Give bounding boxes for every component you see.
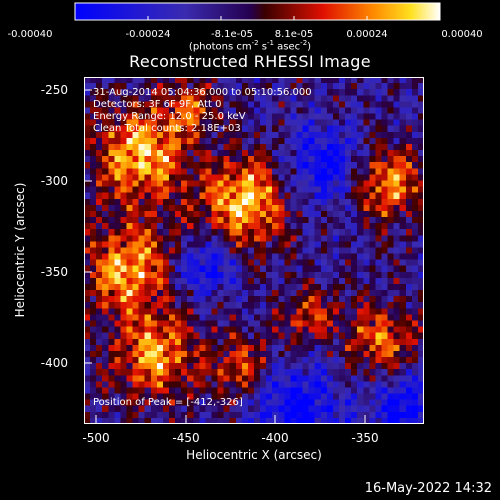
heatmap-area (84, 77, 424, 424)
y-tick-label: -350 (40, 265, 68, 279)
plot-frame (84, 77, 424, 424)
time-range-text: 31-Aug-2014 05:04:36.000 to 05:10:56.000 (93, 87, 312, 98)
plot-title: Reconstructed RHESSI Image (129, 52, 371, 71)
detectors-text: Detectors: 3F 6F 9F, Att 0 (93, 99, 222, 110)
y-axis-label: Heliocentric Y (arcsec) (13, 182, 27, 318)
clean-counts-text: Clean Total counts: 2.18E+03 (93, 123, 241, 134)
colorbar-units: (photons cm-2 s-1 asec-2) (188, 39, 312, 53)
colorbar-tick-label: -0.00024 (125, 29, 171, 40)
colorbar-tick-label: -0.00040 (7, 29, 53, 40)
reconstructed-image (84, 77, 424, 424)
energy-range-text: Energy Range: 12.0 - 25.0 keV (93, 111, 246, 122)
colorbar-tick-label: 0.00024 (346, 29, 388, 40)
x-tick-label: -450 (172, 431, 200, 445)
colorbar (74, 2, 441, 21)
colorbar-tick-label: -8.1e-05 (211, 29, 253, 40)
colorbar-tick-label: 0.00040 (441, 29, 483, 40)
footer-date: 16-May-2022 14:32 (364, 481, 492, 496)
colorbar-tick-label: 8.1e-05 (274, 29, 314, 40)
y-tick-label: -300 (40, 174, 68, 188)
y-tick-label: -250 (40, 83, 68, 97)
x-tick-label: -350 (351, 431, 379, 445)
x-axis-label: Heliocentric X (arcsec) (186, 448, 322, 462)
peak-position-text: Position of Peak = [-412,-326] (93, 397, 243, 408)
x-tick-label: -500 (82, 431, 110, 445)
x-tick-label: -400 (261, 431, 289, 445)
y-tick-label: -400 (40, 356, 68, 370)
